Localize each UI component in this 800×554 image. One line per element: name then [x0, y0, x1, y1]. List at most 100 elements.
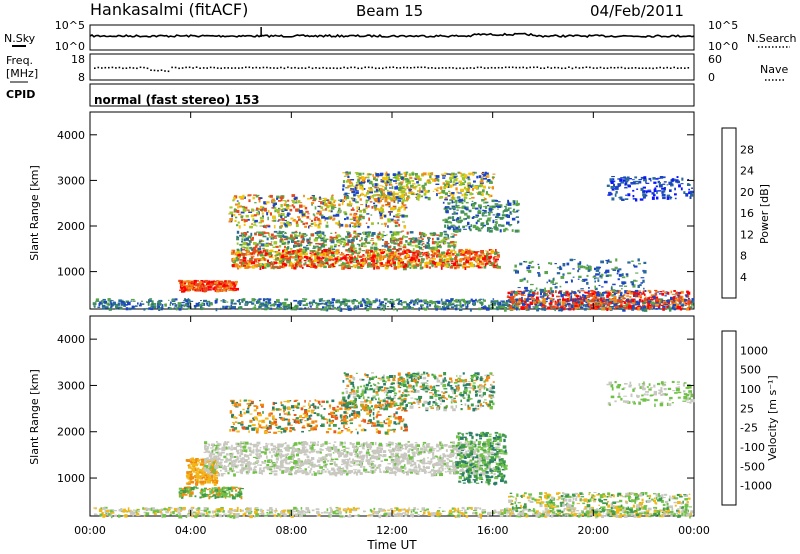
echo-cell [686, 291, 691, 295]
echo-cell [444, 221, 447, 223]
echo-cell [347, 175, 350, 179]
echo-cell [451, 201, 455, 204]
echo-cell [183, 304, 185, 308]
echo-cell [267, 259, 269, 263]
freq-dot [332, 67, 335, 69]
echo-cell [488, 194, 491, 198]
echo-cell [579, 261, 582, 265]
echo-cell [405, 192, 407, 196]
echo-cell [393, 180, 397, 182]
echo-cell [496, 251, 500, 254]
echo-cell [283, 265, 285, 269]
echo-cell [381, 249, 386, 251]
echo-cell [567, 295, 569, 297]
echo-cell [595, 269, 600, 272]
freq-dot [511, 66, 514, 69]
echo-cell [317, 265, 321, 267]
echo-cell [253, 221, 257, 224]
echo-cell [273, 266, 276, 268]
echo-cell [674, 306, 678, 309]
echo-cell [445, 219, 448, 223]
echo-cell [624, 307, 629, 310]
echo-cell [472, 256, 475, 260]
echo-cell [431, 172, 434, 176]
echo-cell [522, 303, 527, 306]
echo-cell [616, 272, 619, 275]
echo-cell [444, 241, 447, 245]
echo-cell [336, 256, 340, 258]
echo-cell [239, 261, 243, 264]
echo-cell [328, 216, 331, 220]
echo-cell [365, 206, 368, 210]
freq-dot [469, 67, 472, 69]
echo-cell [478, 209, 481, 212]
echo-cell [413, 177, 416, 179]
echo-cell [279, 256, 282, 260]
echo-cell [223, 288, 227, 292]
echo-cell [394, 258, 398, 261]
echo-cell [459, 216, 462, 220]
echo-cell [378, 231, 381, 234]
echo-cell [535, 287, 538, 290]
echo-cell [513, 208, 516, 211]
echo-cell [658, 303, 662, 306]
echo-cell [480, 177, 484, 179]
echo-cell [366, 307, 370, 312]
echo-cell [403, 171, 407, 175]
echo-cell [347, 232, 351, 235]
echo-cell [447, 220, 451, 223]
echo-cell [487, 256, 492, 259]
echo-cell [265, 201, 270, 204]
echo-cell [418, 300, 421, 303]
echo-cell [398, 188, 401, 191]
echo-cell [125, 300, 130, 303]
echo-cell [256, 207, 259, 210]
echo-cell [453, 225, 457, 227]
echo-cell [436, 249, 439, 253]
echo-cell [309, 256, 311, 259]
echo-cell [292, 200, 295, 203]
freq-dot [209, 66, 212, 69]
echo-cell [487, 174, 490, 178]
echo-cell [488, 208, 492, 211]
echo-cell [355, 181, 360, 184]
freq-dot [473, 67, 475, 69]
echo-cell [444, 301, 447, 304]
echo-cell [392, 177, 397, 179]
echo-cell [464, 300, 467, 304]
freq-dot [371, 66, 373, 69]
echo-cell [268, 243, 272, 245]
echo-cell [599, 274, 602, 276]
echo-cell [389, 230, 393, 234]
echo-cell [328, 202, 332, 205]
echo-cell [263, 308, 268, 310]
echo-cell [401, 263, 405, 267]
freq-dot [413, 66, 416, 69]
echo-cell [198, 302, 201, 304]
echo-cell [303, 235, 307, 237]
echo-cell [471, 188, 474, 191]
echo-cell [653, 306, 655, 310]
echo-cell [370, 246, 374, 250]
echo-cell [367, 265, 371, 268]
echo-cell [488, 259, 491, 261]
echo-cell [396, 239, 400, 242]
echo-cell [240, 215, 244, 219]
echo-cell [504, 308, 507, 312]
echo-cell [528, 290, 532, 293]
echo-cell [187, 286, 192, 290]
echo-cell [244, 196, 246, 199]
echo-cell [420, 305, 423, 309]
echo-cell [486, 261, 489, 263]
echo-cell [387, 254, 389, 258]
echo-cell [303, 246, 307, 249]
echo-cell [294, 235, 298, 239]
echo-cell [477, 227, 481, 231]
echo-cell [349, 224, 351, 228]
echo-cell [312, 195, 315, 199]
echo-cell [244, 234, 247, 238]
echo-cell [487, 179, 491, 182]
echo-cell [255, 251, 258, 254]
echo-cell [614, 266, 618, 270]
echo-cell [258, 298, 262, 300]
